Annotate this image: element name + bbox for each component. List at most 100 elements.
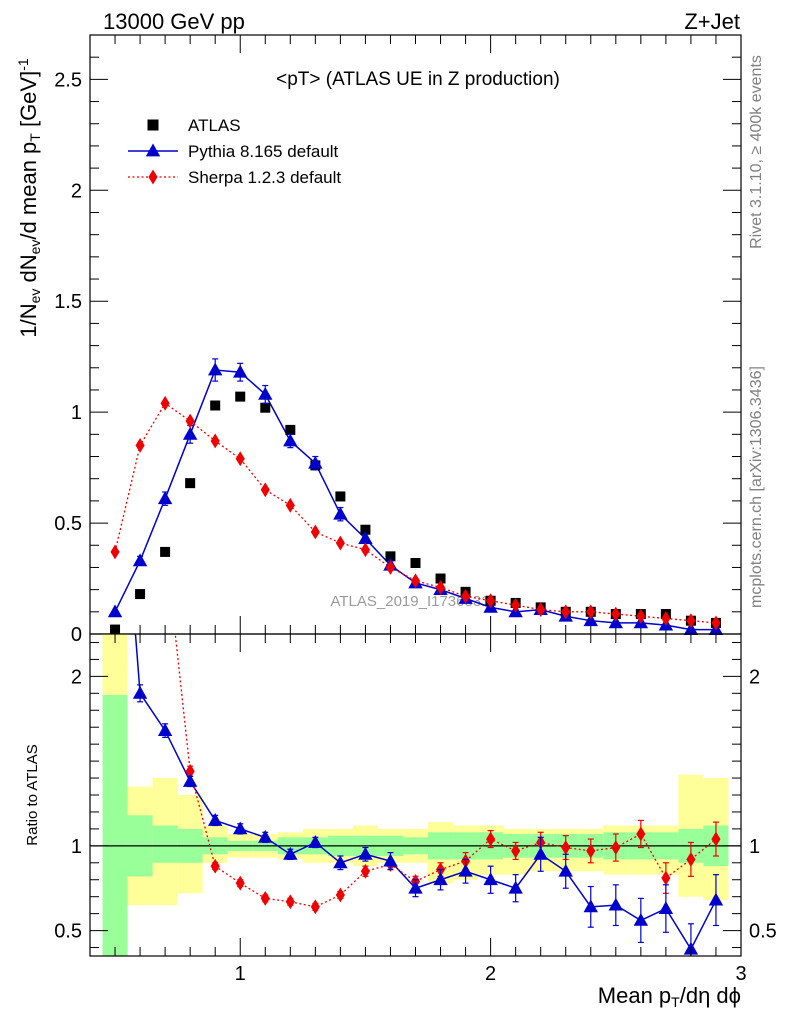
ratio-x-tick-label: 1	[235, 963, 246, 985]
sherpa-data-point	[711, 615, 721, 631]
sherpa-ratio-point	[185, 763, 195, 779]
pythia-ratio-point	[508, 880, 523, 894]
sherpa-ratio-point	[611, 840, 621, 855]
main-y-axis-label-part-3: ev	[27, 240, 43, 255]
pythia-ratio-point	[182, 774, 198, 787]
x-axis-label-part-0: Mean p	[598, 983, 671, 1008]
x-axis-label: Mean pT/dη dϕ	[598, 983, 741, 1010]
pythia-data-point	[333, 506, 348, 520]
main-y-axis-label: 1/Nev dNev/d mean pT [GeV]-1	[15, 58, 42, 338]
pythia-ratio-point	[658, 901, 674, 914]
ratio-y-tick-label-left: 1	[71, 836, 82, 858]
ratio-y-axis-label: Ratio to ATLAS	[24, 744, 41, 845]
analysis-watermark: ATLAS_2019_I1736531	[330, 593, 489, 610]
sherpa-data-point	[536, 602, 546, 618]
sherpa-data-point	[185, 413, 195, 429]
legend-pythia-marker	[145, 143, 161, 157]
pythia-ratio-point	[583, 899, 598, 913]
sherpa-data-point	[160, 395, 170, 411]
atlas-uncertainty-band-inner	[102, 695, 128, 956]
pythia-ratio-point	[433, 872, 448, 886]
sherpa-ratio-point	[310, 899, 320, 915]
main-y-tick-label: 1.5	[54, 291, 82, 313]
sherpa-ratio-point	[661, 870, 671, 886]
pythia-data-point	[308, 455, 323, 469]
sherpa-ratio-point	[335, 887, 345, 903]
ratio-series-group	[132, 634, 724, 956]
main-y-axis-label-part-2: dN	[16, 254, 41, 288]
main-chart-title: <pT> (ATLAS UE in Z production)	[276, 69, 560, 90]
pythia-data-point	[132, 553, 148, 567]
pythia-data-point	[358, 531, 373, 545]
pythia-ratio-point	[383, 853, 398, 867]
ratio-y-tick-label-left: 2	[71, 666, 82, 688]
pythia-ratio-point	[533, 846, 548, 860]
pythia-ratio-point	[358, 846, 373, 860]
sherpa-data-point	[385, 560, 396, 575]
legend-entry-label: ATLAS	[188, 116, 241, 135]
main-y-tick-label: 0	[71, 624, 82, 646]
pythia-ratio-point	[308, 835, 323, 848]
pythia-ratio-point	[408, 880, 423, 894]
legend-atlas-marker	[147, 119, 159, 131]
pythia-ratio-point	[233, 821, 248, 835]
sherpa-ratio-line	[174, 634, 717, 908]
pythia-data-point	[608, 615, 624, 629]
sherpa-data-point	[511, 597, 521, 613]
ratio-panel: 0.5 0.5 1 1 2 2 1 2 3 Ratio to ATLAS Mean pT/dη dϕ	[24, 633, 777, 1010]
ratio-y-tick-label-left: 0.5	[54, 921, 82, 943]
rivet-version-label: Rivet 3.1.10, ≥ 400k events	[748, 55, 765, 249]
pythia-data-point	[207, 362, 223, 376]
atlas-data-point	[260, 402, 271, 413]
ratio-x-tick-label: 3	[735, 963, 746, 985]
sherpa-ratio-point	[711, 831, 721, 847]
pythia-ratio-point	[258, 829, 273, 843]
atlas-data-point	[385, 551, 396, 562]
sherpa-data-point	[636, 608, 646, 624]
legend-entry-label: Sherpa 1.2.3 default	[188, 168, 341, 187]
pythia-ratio-point	[608, 897, 624, 911]
pythia-ratio-point	[483, 872, 498, 886]
sherpa-ratio-point	[511, 843, 521, 859]
sherpa-data-point	[310, 524, 320, 540]
pythia-data-point	[107, 604, 123, 618]
sherpa-ratio-point	[636, 826, 646, 842]
sherpa-ratio-point	[210, 858, 220, 874]
sherpa-data-point	[260, 482, 270, 498]
ratio-y-tick-label-right: 2	[749, 666, 760, 688]
atlas-data-point	[285, 424, 296, 435]
sherpa-data-point	[686, 613, 696, 629]
main-panel: 00.511.522.51/Nev dNev/d mean pT [GeV]-1…	[15, 34, 742, 646]
pythia-ratio-point	[132, 685, 148, 699]
ratio-y-tick-label-right: 0.5	[749, 921, 777, 943]
pythia-ratio-point	[157, 723, 173, 736]
sherpa-data-point	[335, 535, 345, 551]
main-y-axis-label-part-0: 1/N	[16, 303, 41, 337]
x-axis-label-part-2: /dη dϕ	[680, 983, 741, 1008]
pythia-data-point	[258, 386, 273, 400]
sherpa-data-point	[235, 451, 245, 467]
pythia-data-point	[283, 433, 298, 447]
sherpa-data-point	[561, 604, 571, 620]
sherpa-data-point	[410, 573, 421, 589]
sherpa-ratio-point	[285, 894, 295, 910]
sherpa-data-point	[461, 588, 471, 604]
pythia-ratio-point	[708, 892, 724, 906]
atlas-data-point	[435, 573, 446, 584]
ratio-y-tick-label-right: 1	[749, 836, 760, 858]
main-y-tick-label: 0.5	[54, 513, 82, 535]
atlas-data-point	[160, 546, 171, 557]
main-y-axis-label-part-5: T	[27, 133, 43, 142]
pythia-ratio-point	[283, 846, 298, 860]
pythia-ratio-point	[207, 812, 223, 826]
sherpa-data-point	[486, 593, 496, 609]
atlas-data-point	[360, 524, 371, 535]
pythia-line	[114, 369, 716, 631]
main-y-tick-label: 2.5	[54, 69, 82, 91]
sherpa-ratio-point	[486, 831, 496, 847]
main-y-tick-label: 1	[71, 402, 82, 424]
pythia-ratio-point	[333, 855, 348, 869]
atlas-data-point	[135, 589, 146, 600]
sherpa-ratio-point	[686, 851, 696, 867]
